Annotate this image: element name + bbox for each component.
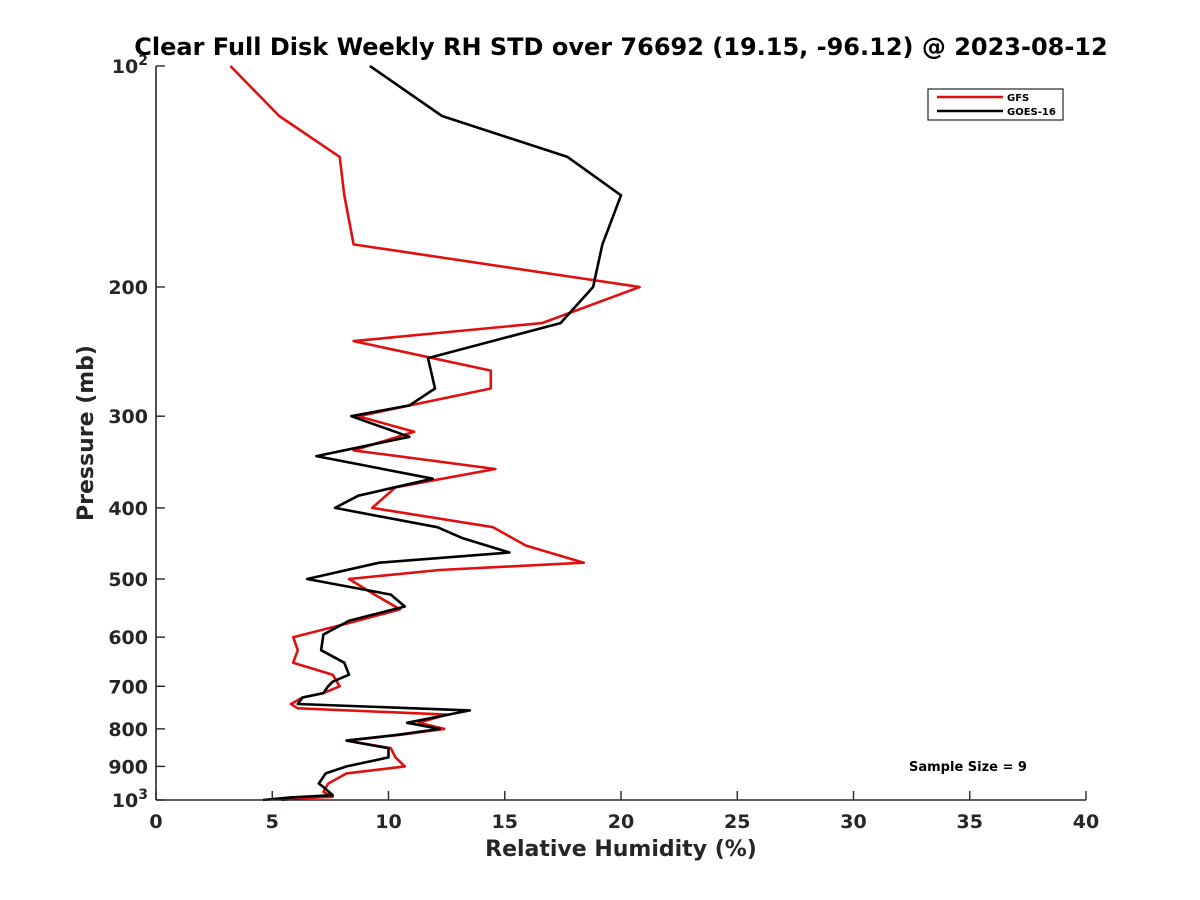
x-tick-label: 40	[1073, 811, 1099, 833]
y-tick-label: 800	[108, 719, 148, 741]
y-tick-label: 103	[112, 787, 148, 812]
legend: GFS GOES-16	[927, 88, 1064, 121]
series-line-goes16	[262, 64, 623, 802]
x-tick-label: 15	[492, 811, 518, 833]
y-tick-label: 102	[112, 53, 148, 78]
sample-size-annotation: Sample Size = 9	[909, 760, 1027, 775]
x-tick-label: 0	[149, 811, 162, 833]
legend-label-goes16: GOES-16	[1007, 107, 1056, 118]
x-tick-label: 5	[266, 811, 279, 833]
y-tick-label: 200	[108, 277, 148, 299]
chart-title: Clear Full Disk Weekly RH STD over 76692…	[134, 33, 1107, 61]
y-tick-label: 700	[108, 676, 148, 698]
x-tick-label: 20	[608, 811, 634, 833]
x-tick-label: 30	[840, 811, 866, 833]
x-axis-ticks: 0 5 10 15 20 25 30 35 40	[149, 791, 1099, 833]
plot-area	[229, 64, 641, 802]
x-tick-label: 35	[957, 811, 983, 833]
y-tick-label: 400	[108, 498, 148, 520]
x-axis-label: Relative Humidity (%)	[485, 837, 757, 862]
legend-label-gfs: GFS	[1007, 93, 1029, 104]
series-line-gfs	[229, 65, 641, 802]
y-tick-label: 300	[108, 406, 148, 428]
y-axis-ticks: 102 200 300 400 500 600 700 800 900 103	[108, 53, 165, 812]
x-tick-label: 10	[375, 811, 401, 833]
legend-box	[927, 88, 1064, 121]
x-tick-label: 25	[724, 811, 750, 833]
y-tick-label: 600	[108, 627, 148, 649]
y-axis-label: Pressure (mb)	[74, 345, 99, 521]
y-tick-label: 500	[108, 569, 148, 591]
y-tick-label: 900	[108, 756, 148, 778]
